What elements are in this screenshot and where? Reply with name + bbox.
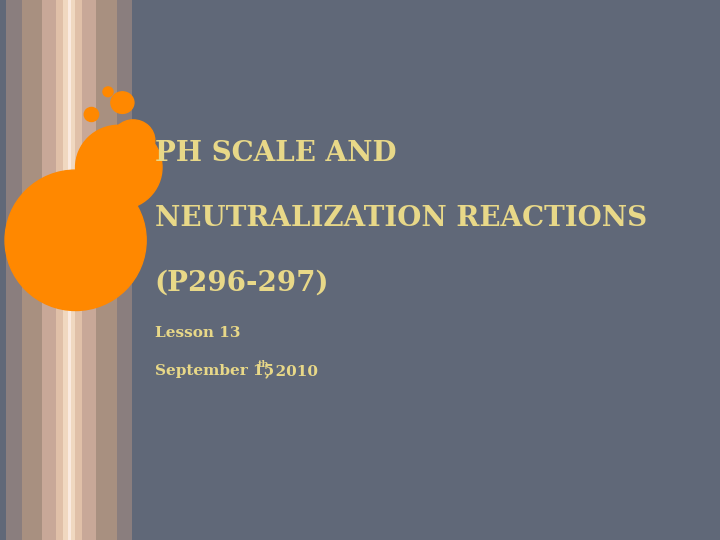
Bar xyxy=(22,0,42,540)
Bar xyxy=(56,0,63,540)
Text: th: th xyxy=(258,360,269,369)
Text: Lesson 13: Lesson 13 xyxy=(155,326,240,340)
Text: PH SCALE AND: PH SCALE AND xyxy=(155,140,396,167)
Ellipse shape xyxy=(5,170,146,310)
Ellipse shape xyxy=(103,87,113,97)
Bar xyxy=(132,0,161,540)
Ellipse shape xyxy=(112,120,155,161)
Text: NEUTRALIZATION REACTIONS: NEUTRALIZATION REACTIONS xyxy=(155,205,647,232)
Bar xyxy=(68,0,71,540)
Text: , 2010: , 2010 xyxy=(265,364,318,378)
Bar xyxy=(71,0,75,540)
Bar xyxy=(0,0,6,540)
Text: (P296-297): (P296-297) xyxy=(155,270,329,297)
Bar xyxy=(117,0,132,540)
Bar xyxy=(96,0,117,540)
Ellipse shape xyxy=(84,107,99,122)
Bar xyxy=(75,0,82,540)
Text: September 15: September 15 xyxy=(155,364,274,378)
Ellipse shape xyxy=(76,125,162,210)
Bar xyxy=(42,0,56,540)
Bar xyxy=(82,0,96,540)
Ellipse shape xyxy=(111,92,134,113)
Bar xyxy=(6,0,22,540)
Bar xyxy=(63,0,68,540)
